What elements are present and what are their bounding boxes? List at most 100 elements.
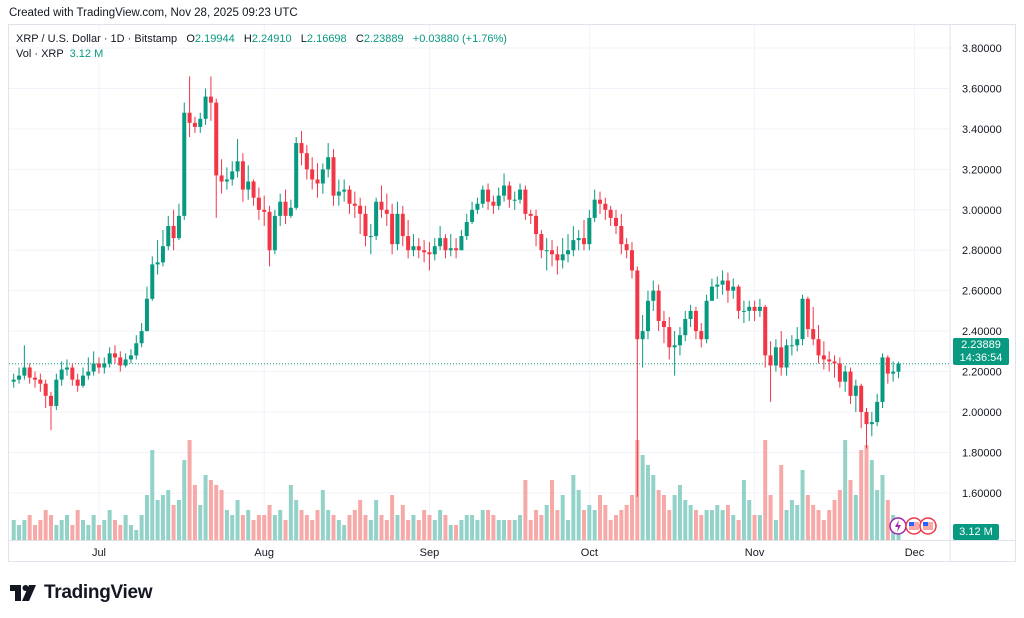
- volume-bar: [363, 515, 368, 540]
- candle-body: [118, 357, 123, 366]
- volume-bar: [645, 465, 650, 540]
- volume-bar: [661, 495, 666, 540]
- candle-body: [166, 225, 171, 247]
- candle-body: [112, 353, 117, 358]
- volume-bar: [603, 505, 608, 540]
- candle-body: [272, 215, 277, 251]
- tradingview-logo-icon: [10, 585, 36, 601]
- volume-bar: [470, 515, 475, 540]
- candle-body: [22, 367, 27, 376]
- open-value: 2.19944: [194, 33, 235, 45]
- candle-body: [827, 359, 832, 362]
- candle-body: [54, 379, 59, 406]
- candle-body: [475, 203, 480, 210]
- event-icons[interactable]: [888, 516, 940, 536]
- volume-value: 3.12 M: [69, 48, 104, 60]
- candle-body: [464, 221, 469, 237]
- close-label: C: [355, 33, 364, 45]
- candle-body: [773, 347, 778, 366]
- price-tick-label: 2.80000: [962, 245, 1002, 257]
- candle-body: [779, 347, 784, 368]
- lightning-event-icon: [889, 517, 907, 535]
- candle-body: [342, 189, 347, 192]
- volume-bar: [315, 510, 320, 540]
- candle-body: [528, 213, 533, 216]
- volume-bar: [731, 515, 736, 540]
- volume-bar: [208, 480, 213, 540]
- open-label: O: [186, 33, 195, 45]
- candle-body: [251, 181, 256, 198]
- candle-body: [805, 298, 810, 330]
- candle-body: [43, 383, 48, 396]
- candle-body: [38, 379, 43, 384]
- candle-body: [86, 371, 91, 376]
- candle-body: [422, 250, 427, 253]
- volume-bar: [677, 485, 682, 540]
- volume-bar: [235, 500, 240, 540]
- volume-bar: [651, 475, 656, 540]
- candle-body: [283, 201, 288, 216]
- candle-body: [454, 248, 459, 251]
- candle-body: [368, 236, 373, 238]
- candle-body: [246, 181, 251, 190]
- candle-body: [816, 339, 821, 356]
- volume-bar: [832, 500, 837, 540]
- volume-bar: [240, 515, 245, 540]
- volume-bar: [182, 460, 187, 540]
- candle-body: [592, 199, 597, 218]
- volume-bar: [571, 475, 576, 540]
- candle-body: [699, 331, 704, 340]
- volume-bar: [507, 520, 512, 540]
- volume-bar: [54, 525, 59, 540]
- price-tick-label: 1.80000: [962, 447, 1002, 459]
- volume-bar: [187, 440, 192, 540]
- high-label: H: [243, 33, 252, 45]
- candle-body: [310, 169, 315, 180]
- volume-bar: [411, 515, 416, 540]
- candle-body: [219, 175, 224, 182]
- price-tick-label: 2.40000: [962, 326, 1002, 338]
- symbol-title[interactable]: XRP / U.S. Dollar · 1D · Bitstamp: [16, 33, 178, 45]
- candle-body: [214, 102, 219, 176]
- candle-body: [363, 213, 368, 237]
- candle-body: [224, 179, 229, 182]
- ohlc-row: XRP / U.S. Dollar · 1D · Bitstamp O2.199…: [16, 32, 507, 47]
- volume-bar: [709, 510, 714, 540]
- candle-body: [304, 153, 309, 170]
- volume-bar: [587, 505, 592, 540]
- candle-body: [176, 215, 181, 239]
- volume-bar: [534, 510, 539, 540]
- chart-frame: [8, 24, 1016, 562]
- price-tick-label: 3.40000: [962, 124, 1002, 136]
- volume-bar: [560, 495, 565, 540]
- volume-bar: [251, 520, 256, 540]
- price-tick-label: 1.60000: [962, 488, 1002, 500]
- volume-bar: [480, 510, 485, 540]
- candle-body: [235, 161, 240, 172]
- candle-body: [512, 199, 517, 201]
- volume-bar: [352, 510, 357, 540]
- candle-body: [859, 385, 864, 412]
- candle-body: [208, 96, 213, 103]
- volume-bar: [230, 515, 235, 540]
- volume-bar: [192, 485, 197, 540]
- volume-bar: [528, 520, 533, 540]
- candle-body: [443, 238, 448, 251]
- logo-text: TradingView: [44, 582, 153, 603]
- volume-bar: [331, 515, 336, 540]
- tradingview-logo[interactable]: TradingView: [10, 582, 153, 604]
- candle-body: [448, 248, 453, 251]
- volume-bar: [789, 500, 794, 540]
- volume-bar: [667, 510, 672, 540]
- volume-bar: [118, 525, 123, 540]
- volume-bar: [416, 520, 421, 540]
- volume-bar: [262, 515, 267, 540]
- volume-label[interactable]: Vol · XRP: [16, 48, 64, 60]
- candle-body: [784, 345, 789, 368]
- candle-body: [155, 262, 160, 265]
- candle-body: [459, 236, 464, 251]
- price-tick-label: 3.00000: [962, 205, 1002, 217]
- volume-bar: [112, 520, 117, 540]
- volume-bar: [619, 510, 624, 540]
